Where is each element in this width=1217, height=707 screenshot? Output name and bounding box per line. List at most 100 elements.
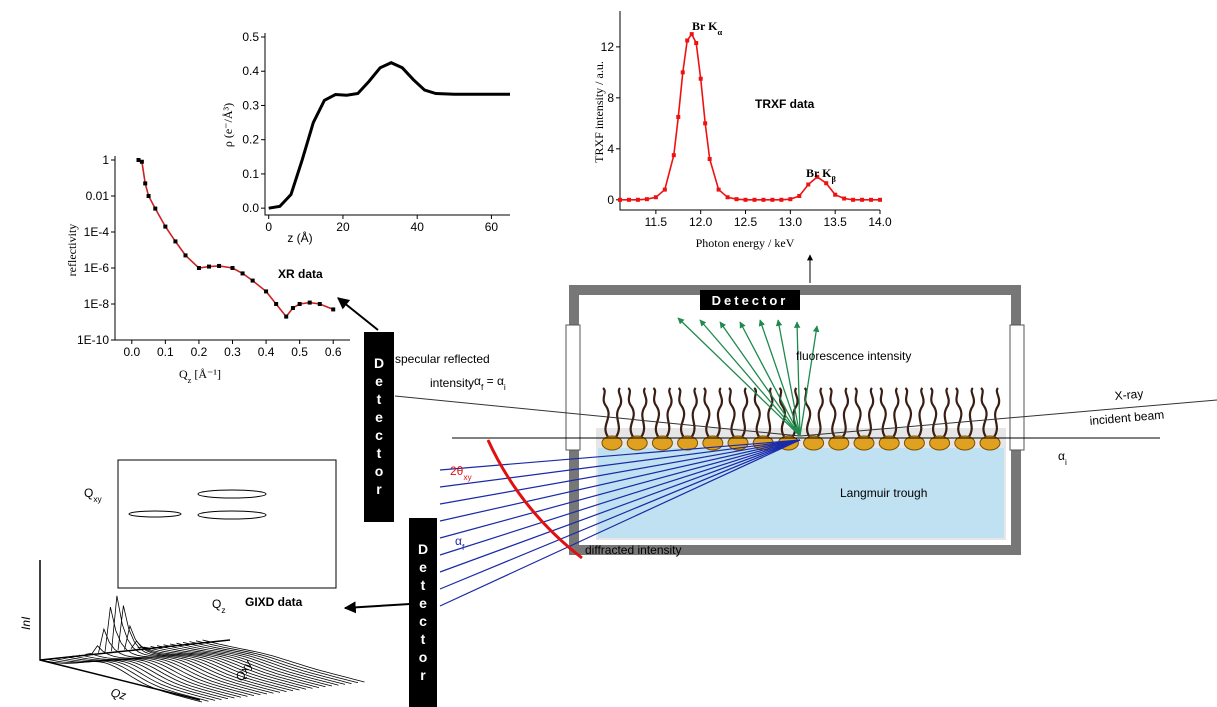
data-point <box>290 305 295 310</box>
data-point <box>680 70 685 75</box>
y-tick-label: 0.2 <box>242 133 259 147</box>
x-tick-label: 0.3 <box>224 345 241 359</box>
data-point <box>788 197 793 202</box>
peak-label: Br Kα <box>692 19 722 37</box>
axis-label-part: z <box>221 605 225 615</box>
y-tick-label: 0.1 <box>242 167 259 181</box>
y-axis-label: TRXF intensity / a.u. <box>592 61 606 163</box>
lipid-tail <box>828 387 850 438</box>
x-axis-label-part: z <box>188 376 192 385</box>
lipid-tail <box>602 387 623 438</box>
x-tick-label: 20 <box>336 220 350 234</box>
data-point <box>644 197 649 202</box>
data-point <box>770 197 775 202</box>
data-point <box>317 302 322 306</box>
data-point <box>671 153 676 158</box>
peak-label-part: α <box>717 28 722 37</box>
axis-label-part: Q <box>212 597 221 611</box>
data-point <box>703 121 708 126</box>
data-point <box>626 197 631 202</box>
data-point <box>635 197 640 202</box>
y-tick-label: 0.5 <box>242 30 259 44</box>
waterfall-line <box>85 652 248 697</box>
data-point <box>725 195 730 200</box>
y-axis-label: reflectivity <box>65 224 79 277</box>
fluorescence-ray <box>739 321 801 437</box>
data-point <box>618 197 622 202</box>
lipid-tail <box>904 387 925 438</box>
peak-label: Br Kβ <box>806 166 836 184</box>
waterfall-line <box>156 645 320 688</box>
waterfall-line <box>176 642 339 686</box>
data-point <box>183 253 188 258</box>
data-point <box>833 192 838 197</box>
data-point <box>307 300 312 305</box>
data-line <box>138 159 334 318</box>
data-point <box>842 196 847 201</box>
data-point <box>139 159 144 164</box>
angle-label-part: i <box>1065 457 1067 467</box>
lipid-head <box>929 435 951 451</box>
lipid-tail <box>929 387 950 438</box>
label: Langmuir trough <box>840 486 927 500</box>
incident-beam <box>799 399 1217 437</box>
x-tick-label: 60 <box>485 220 499 234</box>
data-point <box>851 197 856 202</box>
x-tick-label: 11.5 <box>645 215 668 229</box>
waterfall-line <box>117 605 281 693</box>
data-point <box>264 289 269 294</box>
angle-label-part: f <box>481 382 484 392</box>
lipid-head <box>878 435 900 451</box>
lipid-head <box>651 435 673 451</box>
lipid-tail <box>753 387 774 438</box>
waterfall-line <box>150 646 313 689</box>
diffracted-ray <box>439 439 801 488</box>
angle-label-part: α <box>1058 449 1065 463</box>
lipid-head <box>727 435 749 451</box>
waterfall-line <box>189 641 352 684</box>
x-tick-label: 0 <box>265 220 272 234</box>
fluorescence-ray <box>793 321 801 437</box>
waterfall-line <box>130 640 294 692</box>
data-point <box>143 181 148 186</box>
lipid-head <box>954 435 976 451</box>
label: specular reflected <box>395 352 490 366</box>
waterfall-plot <box>39 560 365 703</box>
diffracted-ray <box>439 439 801 590</box>
x-axis-label-part: [Å⁻¹] <box>191 367 221 381</box>
x-axis-label: Qz [Å⁻¹] <box>179 367 221 385</box>
y-tick-label: 1 <box>102 153 109 167</box>
angle-label-part: xy <box>463 472 472 482</box>
waterfall-line <box>111 595 274 694</box>
angle-label: αf <box>455 534 465 552</box>
x-tick-label: 0.5 <box>291 345 308 359</box>
data-point <box>653 195 658 200</box>
data-point <box>196 266 201 270</box>
waterfall-line <box>143 646 307 690</box>
angle-label-part: α <box>455 534 462 548</box>
data-point <box>250 278 255 283</box>
y-tick-label: 1E-10 <box>77 333 109 347</box>
reflected-beam <box>394 395 801 437</box>
data-point <box>284 314 289 319</box>
lipid-tail <box>854 387 875 438</box>
waterfall-line <box>182 642 346 685</box>
axis-label: InI <box>19 616 33 630</box>
y-tick-label: 0.3 <box>242 98 259 112</box>
lipid-head <box>853 435 875 451</box>
data-point <box>274 302 279 306</box>
x-tick-label: 0.4 <box>258 345 275 359</box>
angle-label: 2θxy <box>450 464 473 482</box>
waterfall-line <box>163 644 326 688</box>
data-point <box>878 197 882 202</box>
fluorescence-ray <box>775 319 801 437</box>
data-point <box>153 206 158 211</box>
fluorescence-ray <box>677 317 801 437</box>
data-point <box>685 38 690 43</box>
x-axis-label: z (Å) <box>287 230 312 245</box>
data-point <box>761 197 766 202</box>
lipid-tail <box>652 387 673 438</box>
data-point <box>716 187 721 192</box>
data-point <box>136 158 141 162</box>
lipid-head <box>601 435 623 451</box>
